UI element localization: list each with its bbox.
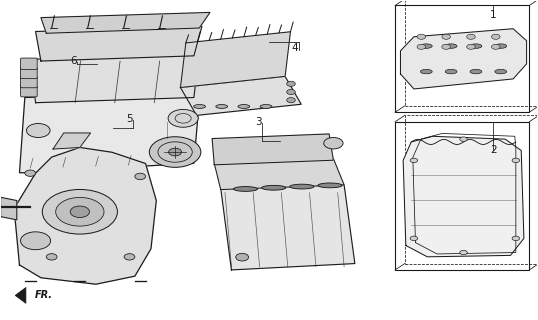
Circle shape [236, 253, 249, 261]
Circle shape [287, 89, 295, 94]
FancyBboxPatch shape [20, 67, 37, 79]
Text: 5: 5 [126, 114, 133, 124]
Text: 6: 6 [70, 56, 76, 66]
Polygon shape [180, 76, 301, 116]
Polygon shape [14, 148, 157, 284]
Circle shape [56, 197, 104, 226]
Circle shape [492, 34, 500, 39]
FancyBboxPatch shape [20, 85, 37, 97]
Polygon shape [212, 134, 334, 165]
Polygon shape [30, 54, 199, 103]
Ellipse shape [238, 105, 250, 108]
Ellipse shape [495, 69, 507, 74]
Circle shape [287, 98, 295, 103]
Polygon shape [53, 133, 90, 149]
Ellipse shape [470, 44, 482, 48]
Ellipse shape [194, 105, 206, 108]
Circle shape [512, 158, 520, 163]
Text: 2: 2 [490, 146, 497, 156]
Circle shape [70, 206, 89, 218]
Circle shape [460, 250, 468, 255]
Ellipse shape [445, 69, 457, 74]
Circle shape [417, 44, 426, 49]
Circle shape [43, 189, 117, 234]
Circle shape [512, 236, 520, 241]
Polygon shape [41, 12, 210, 33]
Polygon shape [180, 32, 291, 87]
Bar [395, 5, 529, 112]
FancyBboxPatch shape [20, 76, 37, 88]
Ellipse shape [233, 187, 258, 191]
Circle shape [25, 170, 36, 176]
Ellipse shape [261, 185, 286, 190]
Circle shape [410, 236, 417, 241]
Ellipse shape [495, 44, 507, 48]
Ellipse shape [470, 69, 482, 74]
Text: 4: 4 [292, 44, 298, 53]
Ellipse shape [420, 44, 432, 48]
Circle shape [492, 44, 500, 49]
Circle shape [410, 158, 417, 163]
Circle shape [20, 232, 51, 250]
Circle shape [135, 173, 146, 180]
Circle shape [150, 137, 201, 167]
Circle shape [168, 109, 198, 127]
Circle shape [324, 138, 343, 149]
Circle shape [26, 124, 50, 138]
Polygon shape [214, 159, 344, 189]
Circle shape [466, 34, 475, 39]
Ellipse shape [420, 69, 432, 74]
Bar [395, 122, 529, 270]
Circle shape [442, 34, 450, 39]
Circle shape [287, 81, 295, 86]
Polygon shape [15, 287, 26, 303]
Circle shape [168, 148, 181, 156]
Ellipse shape [216, 105, 228, 108]
Circle shape [442, 44, 450, 49]
Polygon shape [221, 185, 355, 270]
Text: 3: 3 [255, 117, 261, 127]
Circle shape [466, 44, 475, 49]
Bar [405, 116, 538, 264]
Text: 1: 1 [490, 10, 497, 20]
Circle shape [124, 254, 135, 260]
Ellipse shape [290, 184, 314, 189]
Text: FR.: FR. [35, 291, 53, 300]
Polygon shape [1, 197, 17, 220]
Ellipse shape [260, 105, 272, 108]
Polygon shape [400, 29, 527, 89]
Polygon shape [403, 136, 524, 257]
Ellipse shape [445, 44, 457, 48]
Bar [405, 0, 538, 106]
Polygon shape [36, 26, 202, 61]
Circle shape [46, 254, 57, 260]
FancyBboxPatch shape [20, 58, 37, 69]
Circle shape [460, 137, 468, 141]
Ellipse shape [318, 183, 342, 188]
Polygon shape [19, 92, 199, 173]
Circle shape [417, 34, 426, 39]
